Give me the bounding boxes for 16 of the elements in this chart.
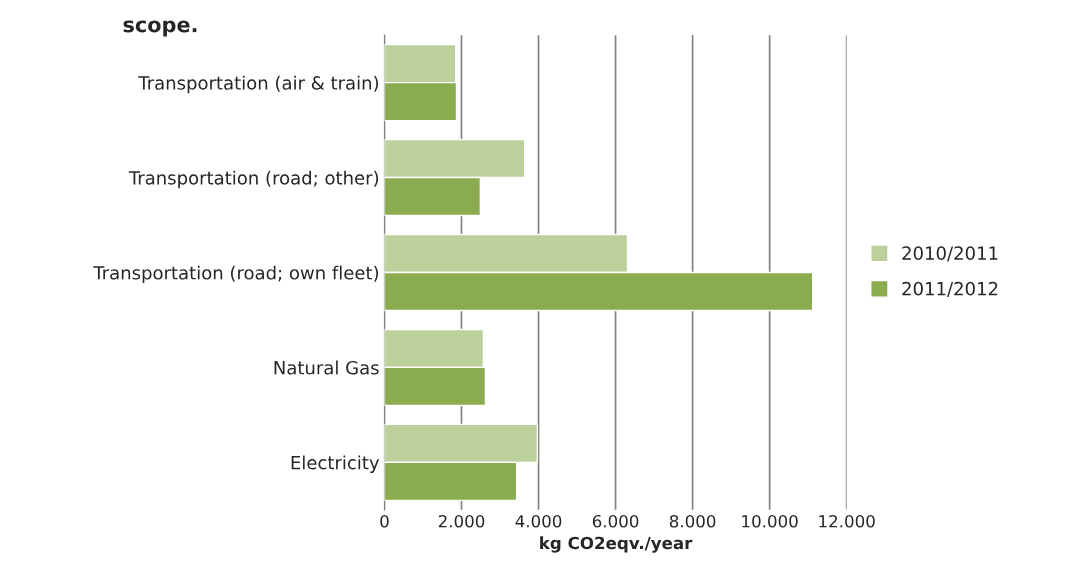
x-tick-label: 4.000: [515, 514, 562, 528]
text: scope.: [123, 20, 197, 37]
y-tick-label: Transportation (road; own fleet): [93, 265, 379, 284]
x-axis-title: kg CO2eqv./year: [540, 536, 693, 553]
x-tick-label: 2.000: [438, 514, 485, 528]
y-tick-label: Electricity: [291, 455, 380, 473]
y-tick-label: Transportation (road; other): [128, 170, 379, 189]
x-tick-label: 6.000: [592, 514, 639, 528]
x-tick-label: 12.000: [819, 514, 875, 528]
x-tick-label: 10.000: [742, 514, 798, 528]
legend-label: 2011/2012: [902, 281, 998, 297]
x-tick-label: 8.000: [669, 514, 716, 528]
legend-label: 2010/2011: [902, 246, 998, 262]
x-tick-label: 0: [380, 514, 389, 528]
y-tick-label: Transportation (air & train): [138, 75, 379, 94]
y-tick-label: Natural Gas: [274, 360, 379, 375]
